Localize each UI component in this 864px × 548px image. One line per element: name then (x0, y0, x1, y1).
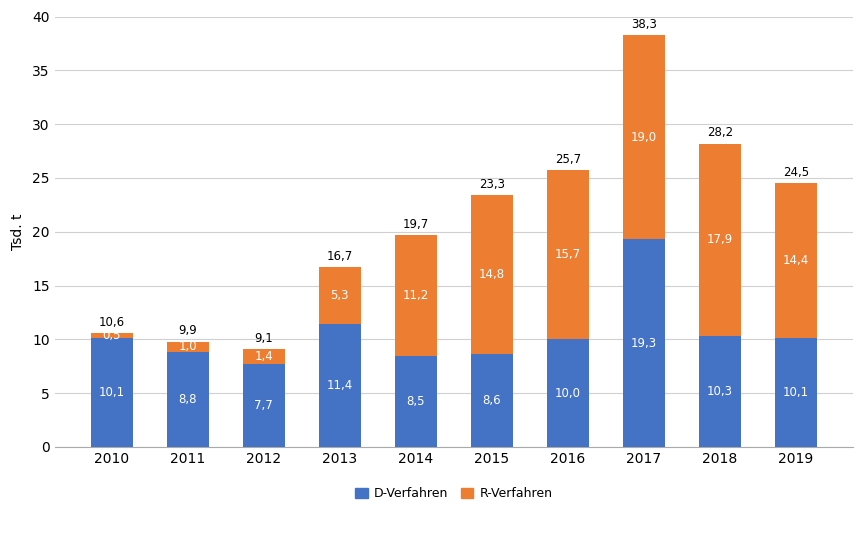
Bar (395, 356, 436, 447)
Text: 9,1: 9,1 (254, 332, 273, 345)
Text: 14,8: 14,8 (479, 269, 505, 281)
Text: 38,3: 38,3 (631, 18, 657, 31)
Text: 7,7: 7,7 (254, 399, 273, 412)
Text: 11,2: 11,2 (403, 289, 429, 302)
Bar (167, 352, 208, 447)
Text: 10,1: 10,1 (98, 386, 124, 399)
Text: 28,2: 28,2 (707, 126, 733, 139)
Text: 25,7: 25,7 (555, 153, 581, 166)
Bar (243, 364, 284, 447)
Bar (91, 333, 133, 338)
Bar (319, 324, 360, 447)
Bar (471, 355, 512, 447)
Y-axis label: Tsd. t: Tsd. t (11, 214, 25, 250)
Bar (775, 184, 816, 338)
Bar (91, 338, 133, 447)
Text: 19,0: 19,0 (631, 130, 657, 144)
Text: 19,7: 19,7 (403, 218, 429, 231)
Text: 19,3: 19,3 (631, 336, 657, 350)
Bar (775, 338, 816, 447)
Bar (623, 35, 664, 239)
Bar (243, 349, 284, 364)
Text: 1,4: 1,4 (254, 350, 273, 363)
Text: 24,5: 24,5 (783, 166, 809, 179)
Text: 23,3: 23,3 (479, 178, 505, 191)
Text: 10,3: 10,3 (707, 385, 733, 398)
Text: 8,8: 8,8 (179, 393, 197, 406)
Bar (471, 195, 512, 355)
Bar (623, 239, 664, 447)
Bar (547, 339, 588, 447)
Text: 16,7: 16,7 (327, 250, 353, 263)
Text: 5,3: 5,3 (330, 289, 349, 302)
Text: 11,4: 11,4 (327, 379, 353, 392)
Text: 15,7: 15,7 (555, 248, 581, 261)
Text: 8,5: 8,5 (406, 395, 425, 408)
Legend: D-Verfahren, R-Verfahren: D-Verfahren, R-Verfahren (350, 482, 557, 505)
Bar (319, 267, 360, 324)
Text: 1,0: 1,0 (178, 340, 197, 353)
Bar (699, 144, 740, 336)
Text: 9,9: 9,9 (178, 324, 197, 337)
Text: 8,6: 8,6 (482, 394, 501, 407)
Text: 0,5: 0,5 (103, 329, 121, 342)
Bar (395, 235, 436, 356)
Text: 10,6: 10,6 (98, 316, 124, 329)
Bar (167, 341, 208, 352)
Text: 17,9: 17,9 (707, 233, 733, 247)
Bar (699, 336, 740, 447)
Text: 10,1: 10,1 (783, 386, 809, 399)
Text: 10,0: 10,0 (555, 387, 581, 399)
Bar (547, 170, 588, 339)
Text: 14,4: 14,4 (783, 254, 809, 267)
